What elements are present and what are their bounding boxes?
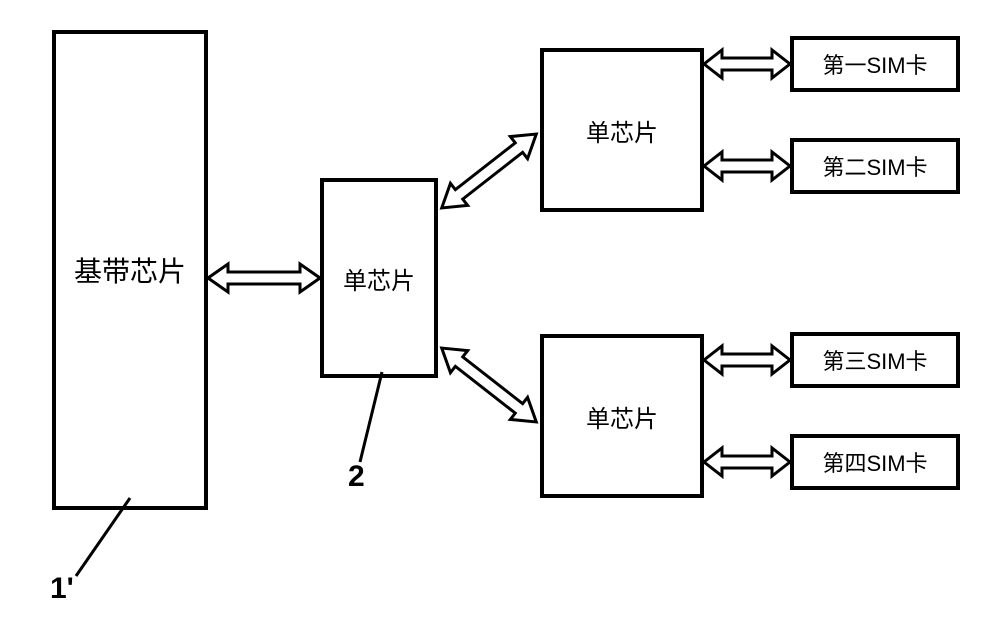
node-baseband-label: 基带芯片 bbox=[74, 250, 186, 290]
node-sim4-label: 第四SIM卡 bbox=[822, 446, 927, 478]
node-sim1: 第一SIM卡 bbox=[790, 36, 960, 92]
arrow-chipbot-sim4 bbox=[704, 442, 790, 482]
node-sim2: 第二SIM卡 bbox=[790, 138, 960, 194]
arrow-chiptop-sim1 bbox=[704, 44, 790, 84]
node-sim2-label: 第二SIM卡 bbox=[822, 150, 927, 182]
arrow-chipc-chiptop bbox=[438, 110, 540, 232]
arrow-chipbot-sim3 bbox=[704, 340, 790, 380]
node-chip-bottom: 单芯片 bbox=[540, 334, 704, 498]
node-sim3-label: 第三SIM卡 bbox=[822, 344, 927, 376]
arrow-chipc-chipbot bbox=[438, 324, 540, 446]
node-sim1-label: 第一SIM卡 bbox=[822, 48, 927, 80]
node-sim4: 第四SIM卡 bbox=[790, 434, 960, 490]
node-chip-center-label: 单芯片 bbox=[343, 261, 415, 296]
node-chip-bottom-label: 单芯片 bbox=[586, 399, 658, 434]
node-chip-top-label: 单芯片 bbox=[586, 113, 658, 148]
arrow-chiptop-sim2 bbox=[704, 146, 790, 186]
arrow-baseband-chipc bbox=[208, 258, 320, 298]
node-baseband: 基带芯片 bbox=[52, 30, 208, 510]
annotation-1prime: 1' bbox=[50, 572, 74, 606]
annotation-2: 2 bbox=[348, 460, 365, 494]
node-sim3: 第三SIM卡 bbox=[790, 332, 960, 388]
node-chip-top: 单芯片 bbox=[540, 48, 704, 212]
node-chip-center: 单芯片 bbox=[320, 178, 438, 378]
leader-2 bbox=[346, 370, 396, 470]
leader-1prime bbox=[68, 496, 148, 586]
